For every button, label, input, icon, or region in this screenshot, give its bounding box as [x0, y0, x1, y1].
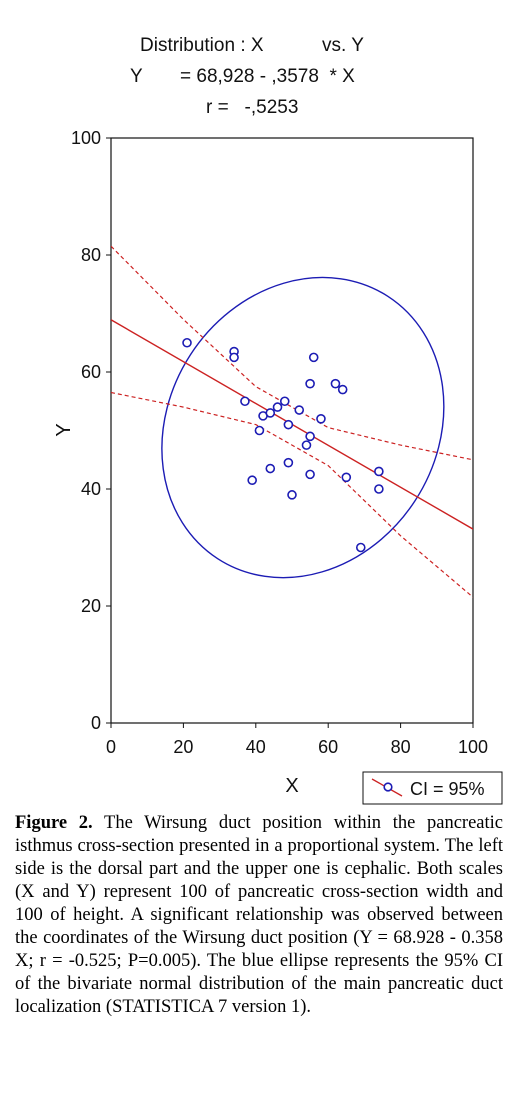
legend: CI = 95%: [362, 771, 503, 805]
data-point: [305, 431, 315, 442]
data-point: [355, 542, 366, 553]
ci-lower-band: [111, 391, 473, 598]
legend-point-icon: [383, 782, 393, 792]
y-axis-label: Y: [53, 423, 75, 436]
data-point: [301, 440, 312, 450]
data-point: [247, 475, 257, 486]
y-tick-label: 100: [71, 128, 101, 148]
title-vs-y: vs. Y: [322, 35, 364, 56]
scatter-chart: 0 20 40 60 80 100 0 20 40 60 80 100 X Y CI = 95%: [53, 128, 503, 805]
data-point: [374, 484, 384, 494]
caption-text: The Wirsung duct position within the pan…: [15, 813, 503, 1017]
x-tick-label: 80: [391, 737, 411, 757]
x-axis-label: X: [285, 775, 298, 797]
data-point: [305, 469, 315, 480]
data-point: [182, 337, 192, 348]
data-point: [279, 396, 290, 407]
y-tick-label: 40: [81, 479, 101, 499]
y-tick-label: 20: [81, 596, 101, 616]
x-tick-label: 60: [318, 737, 338, 757]
data-point: [229, 352, 239, 363]
data-point: [287, 490, 297, 500]
y-tick-label: 80: [81, 245, 101, 265]
data-point: [305, 378, 315, 389]
confidence-ellipse: [161, 276, 445, 579]
data-point: [265, 463, 276, 474]
figure-caption: Figure 2. The Wirsung duct position with…: [15, 812, 503, 1019]
title-distribution: Distribution : X: [140, 35, 264, 56]
caption-label: Figure 2.: [15, 813, 93, 833]
chart-header: Distribution : X vs. Y Y = 68,928 - ,357…: [0, 0, 518, 130]
data-point: [330, 378, 341, 389]
correlation-coefficient: r = -,5253: [206, 97, 299, 118]
equation-y-label: Y: [130, 66, 143, 87]
data-point: [265, 408, 276, 418]
data-point: [283, 419, 294, 430]
data-point: [341, 472, 352, 483]
x-tick-label: 0: [106, 737, 116, 757]
data-point: [308, 352, 319, 363]
x-tick-label: 20: [173, 737, 193, 757]
x-tick-label: 40: [246, 737, 266, 757]
data-point: [374, 466, 384, 477]
data-point: [316, 413, 326, 424]
data-point: [283, 457, 294, 468]
x-tick-label: 100: [458, 737, 488, 757]
data-point: [294, 405, 305, 415]
legend-label: CI = 95%: [410, 779, 485, 799]
ci-upper-band: [111, 245, 473, 461]
data-point: [240, 396, 250, 407]
data-point: [272, 402, 283, 412]
y-tick-label: 0: [91, 713, 101, 733]
data-point: [254, 425, 265, 436]
regression-equation: = 68,928 - ,3578 * X: [180, 66, 355, 87]
y-tick-label: 60: [81, 362, 101, 382]
plot-frame: [110, 137, 474, 724]
data-point: [337, 384, 348, 395]
